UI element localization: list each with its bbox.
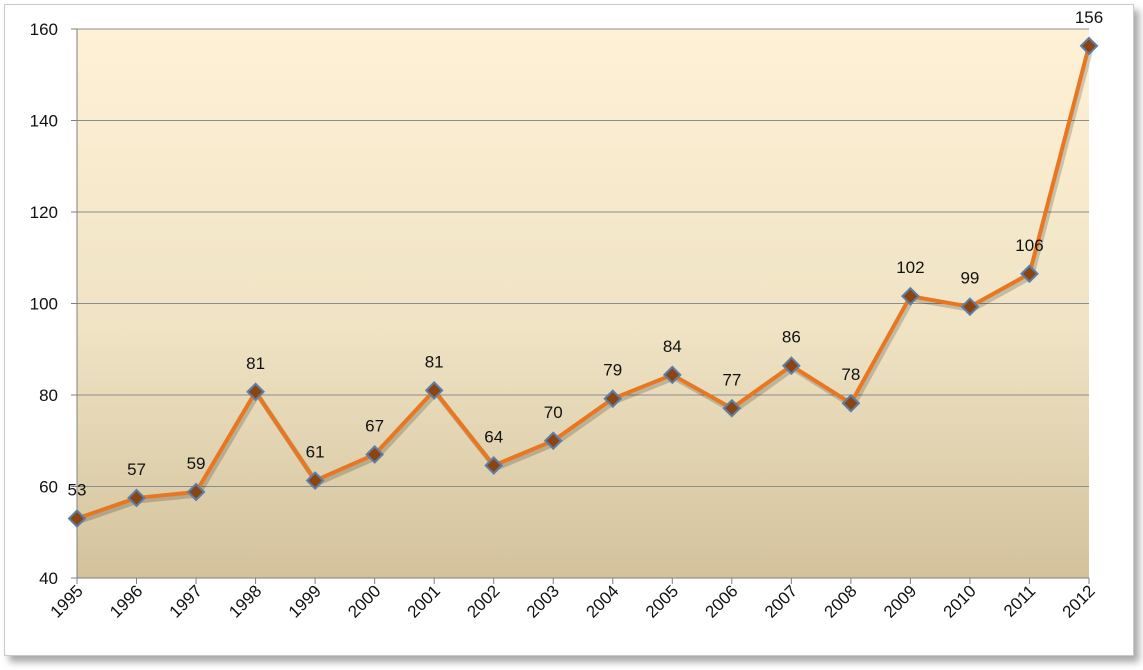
x-tick-label: 2012 bbox=[1059, 581, 1099, 621]
data-label: 99 bbox=[960, 269, 979, 288]
data-label: 84 bbox=[663, 337, 682, 356]
data-point-marker bbox=[1020, 264, 1039, 284]
data-point-marker bbox=[960, 297, 980, 317]
y-tick-label: 120 bbox=[30, 203, 58, 222]
data-label: 106 bbox=[1015, 236, 1043, 255]
x-tick-label: 1997 bbox=[166, 581, 206, 621]
series-line-layer bbox=[75, 43, 1094, 524]
y-tick-label: 100 bbox=[30, 295, 58, 314]
data-point-marker bbox=[186, 482, 206, 502]
y-tick-label: 60 bbox=[39, 478, 58, 497]
x-axis-tick-labels: 1995 1996 1997 1998 1999 2000 2001 2002 2003 2004… bbox=[47, 581, 1099, 621]
gridlines bbox=[77, 28, 1089, 487]
data-point-marker bbox=[900, 286, 920, 306]
data-point-marker bbox=[365, 445, 385, 464]
x-tick-label: 2000 bbox=[344, 581, 384, 621]
data-label: 86 bbox=[782, 328, 801, 347]
data-point-marker bbox=[305, 471, 325, 490]
series-line-shadow bbox=[78, 48, 1094, 524]
x-tick-label: 2011 bbox=[1000, 581, 1039, 620]
data-point-marker bbox=[662, 365, 682, 385]
y-tick-label: 160 bbox=[30, 20, 58, 39]
data-point-marker bbox=[424, 381, 444, 400]
x-tick-label: 2006 bbox=[701, 581, 741, 621]
x-tick-label: 1996 bbox=[106, 581, 146, 621]
data-point-marker bbox=[484, 456, 504, 475]
data-point-marker bbox=[1079, 36, 1099, 56]
x-tick-label: 2002 bbox=[463, 581, 503, 621]
y-tick-label: 40 bbox=[39, 569, 58, 588]
data-label: 64 bbox=[484, 427, 503, 446]
data-point-marker bbox=[841, 393, 861, 413]
x-tick-label: 2004 bbox=[582, 581, 622, 621]
data-label: 78 bbox=[841, 365, 860, 384]
data-label: 79 bbox=[603, 361, 622, 380]
data-point-marker bbox=[603, 389, 623, 409]
x-tick-label: 2008 bbox=[821, 581, 861, 621]
data-point-marker bbox=[543, 431, 563, 451]
y-tick-label: 140 bbox=[30, 112, 58, 131]
data-label: 61 bbox=[306, 443, 325, 462]
data-point-marker bbox=[781, 356, 801, 376]
y-tick-label: 80 bbox=[39, 386, 58, 405]
data-label-layer: 53 57 59 81 61 67 81 64 70 79 84 77 86 78 102 99 106 156 bbox=[68, 8, 1104, 500]
data-label: 81 bbox=[425, 352, 444, 371]
data-label: 53 bbox=[68, 481, 87, 500]
axes bbox=[71, 28, 1090, 584]
data-label: 67 bbox=[365, 416, 384, 435]
data-label: 81 bbox=[246, 354, 265, 373]
data-point-marker bbox=[722, 398, 742, 418]
data-label: 77 bbox=[722, 370, 741, 389]
x-tick-label: 2010 bbox=[940, 581, 980, 621]
x-tick-label: 2005 bbox=[642, 581, 682, 621]
data-label: 57 bbox=[127, 460, 146, 479]
data-label: 156 bbox=[1075, 8, 1103, 27]
series-line bbox=[75, 43, 1091, 521]
x-tick-label: 2009 bbox=[880, 581, 920, 621]
data-label: 59 bbox=[187, 454, 206, 473]
data-label: 70 bbox=[544, 403, 563, 422]
data-point-marker bbox=[127, 488, 146, 508]
x-tick-label: 2003 bbox=[523, 581, 563, 621]
x-tick-label: 1998 bbox=[225, 581, 265, 621]
data-point-marker bbox=[246, 382, 266, 402]
x-tick-label: 2001 bbox=[404, 581, 444, 621]
y-axis-tick-labels: 40 60 80 100 120 140 160 bbox=[30, 20, 58, 588]
data-label: 102 bbox=[896, 258, 924, 277]
x-tick-label: 2007 bbox=[761, 581, 801, 621]
marker-layer bbox=[67, 36, 1099, 528]
x-tick-label: 1999 bbox=[285, 581, 325, 621]
data-point-marker bbox=[67, 509, 87, 528]
